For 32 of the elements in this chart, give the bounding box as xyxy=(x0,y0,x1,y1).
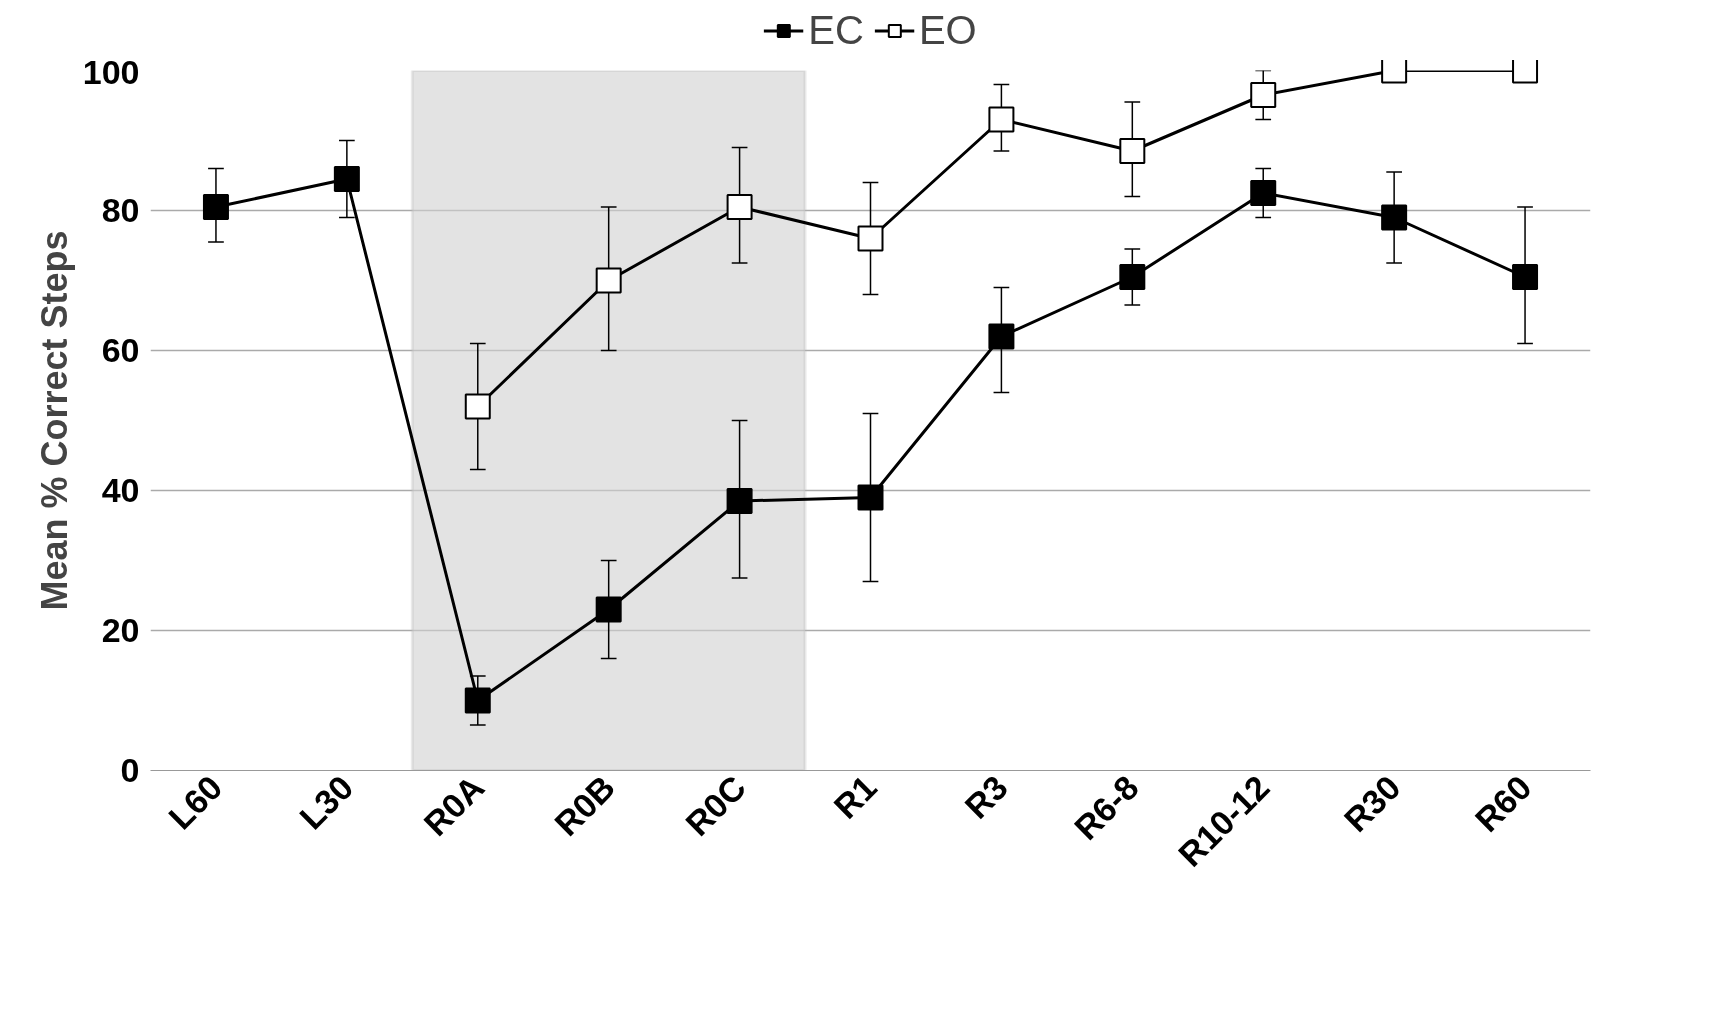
y-tick-label: 60 xyxy=(101,331,140,369)
x-tick-label: R60 xyxy=(1467,768,1539,840)
legend-label: EO xyxy=(918,7,977,53)
point xyxy=(595,596,622,623)
point xyxy=(857,225,884,252)
y-tick-label: 20 xyxy=(101,611,140,649)
x-tick-label: R1 xyxy=(826,768,884,826)
x-tick-label: L30 xyxy=(291,768,361,837)
point xyxy=(988,106,1015,133)
y-tick-label: 0 xyxy=(120,751,140,789)
point xyxy=(988,323,1015,350)
point xyxy=(464,687,491,714)
point xyxy=(726,488,753,514)
x-tick-label: L60 xyxy=(161,768,230,837)
point xyxy=(1119,264,1146,290)
x-tick-label: R30 xyxy=(1336,768,1408,840)
point xyxy=(857,484,884,511)
y-tick-label: 80 xyxy=(101,191,140,229)
y-tick-label: 40 xyxy=(101,471,140,509)
y-tick-label: 100 xyxy=(82,52,140,91)
y-axis-title: Mean % Correct Steps xyxy=(33,230,75,611)
x-tick-label: R3 xyxy=(957,768,1015,826)
point xyxy=(1512,264,1539,290)
point xyxy=(1250,180,1277,206)
point xyxy=(726,194,753,220)
point xyxy=(202,194,229,220)
point xyxy=(595,267,622,294)
x-tick-label: R0A xyxy=(416,768,492,844)
point xyxy=(464,393,491,420)
point xyxy=(333,166,360,192)
point xyxy=(1381,204,1408,231)
legend-label: EC xyxy=(808,7,864,53)
